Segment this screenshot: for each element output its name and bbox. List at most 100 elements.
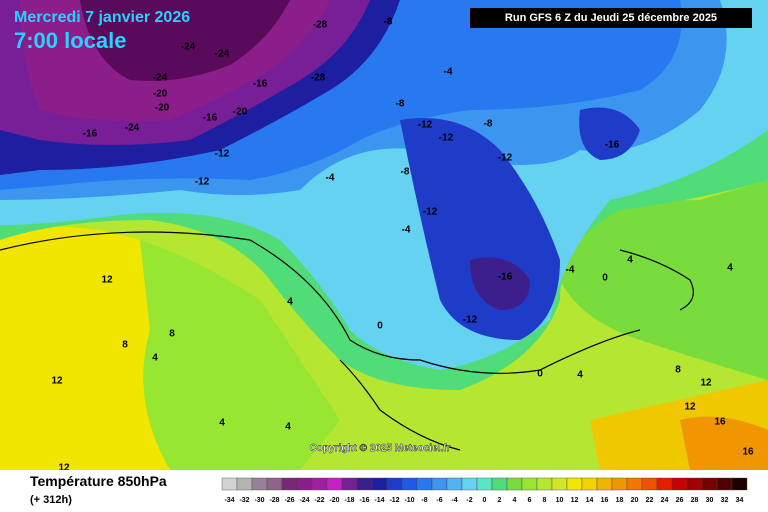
subtitle: 7:00 locale: [14, 28, 127, 53]
contour-label: 4: [727, 263, 733, 274]
scale-swatch: [641, 477, 658, 491]
scale-swatch: [566, 477, 583, 491]
scale-label: -24: [299, 497, 309, 504]
scale-label: -8: [421, 497, 427, 504]
scale-swatch: [371, 477, 388, 491]
contour-label: -8: [401, 167, 410, 178]
contour-label: -20: [233, 107, 248, 118]
contour-label: 4: [152, 353, 158, 364]
scale-swatch: [656, 477, 673, 491]
scale-label: -6: [436, 497, 442, 504]
contour-label: -16: [498, 272, 513, 283]
contour-label: -24: [125, 123, 140, 134]
contour-label: -16: [203, 113, 218, 124]
scale-swatch: [581, 477, 598, 491]
scale-label: 2: [498, 497, 502, 504]
scale-swatch: [476, 477, 493, 491]
scale-label: -2: [466, 497, 472, 504]
contour-label: 12: [684, 402, 696, 413]
scale-label: 28: [691, 497, 699, 504]
contour-label: -4: [402, 225, 411, 236]
scale-swatch: [356, 477, 373, 491]
scale-swatch: [401, 477, 418, 491]
scale-swatch: [716, 477, 733, 491]
contour-label: -12: [463, 315, 478, 326]
contour-label: 4: [287, 297, 293, 308]
scale-label: -18: [344, 497, 354, 504]
contour-label: 4: [219, 418, 225, 429]
contour-label: 4: [627, 255, 633, 266]
scale-swatch: [251, 477, 268, 491]
contour-label: -4: [326, 173, 335, 184]
scale-label: -34: [224, 497, 234, 504]
scale-swatch: [296, 477, 313, 491]
scale-swatch: [701, 477, 718, 491]
scale-label: 14: [586, 497, 594, 504]
contour-label: 8: [675, 365, 681, 376]
coastlines: [0, 231, 694, 451]
scale-label: 22: [646, 497, 654, 504]
scale-label: 0: [483, 497, 487, 504]
contour-label: -12: [195, 177, 210, 188]
scale-label: -4: [451, 497, 457, 504]
scale-label: -26: [284, 497, 294, 504]
contour-label: -28: [311, 73, 326, 84]
contour-label: -8: [384, 17, 393, 28]
contour-label: -16: [253, 79, 268, 90]
contour-label: 12: [700, 378, 712, 389]
scale-label: -10: [404, 497, 414, 504]
copyright: Copyright © 2025 Meteociel.fr: [310, 443, 451, 454]
legend-title: Température 850hPa: [30, 473, 167, 489]
scale-label: 8: [543, 497, 547, 504]
scale-swatch: [611, 477, 628, 491]
scale-label: 32: [721, 497, 729, 504]
title: Mercredi 7 janvier 2026: [14, 9, 190, 26]
scale-swatch: [461, 477, 478, 491]
scale-label: -30: [254, 497, 264, 504]
scale-label: -28: [269, 497, 279, 504]
contour-label: -20: [155, 103, 170, 114]
contour-label: -20: [153, 89, 168, 100]
contour-label: -8: [484, 119, 493, 130]
scale-swatch: [731, 477, 748, 491]
contour-label: 12: [58, 463, 70, 474]
contour-label: -12: [215, 149, 230, 160]
scale-label: 30: [706, 497, 714, 504]
scale-label: 16: [601, 497, 609, 504]
contour-label: -24: [181, 42, 196, 53]
scale-label: 6: [528, 497, 532, 504]
contour-label: 8: [122, 340, 128, 351]
contour-label: 0: [377, 321, 383, 332]
scale-label: -14: [374, 497, 384, 504]
scale-label: -20: [329, 497, 339, 504]
scale-swatch: [221, 477, 238, 491]
contour-label: -4: [444, 67, 453, 78]
legend-lead: (+ 312h): [30, 494, 72, 506]
scale-label: 20: [631, 497, 639, 504]
legend-bar: [0, 470, 768, 512]
contour-label: 4: [285, 422, 291, 433]
scale-label: 26: [676, 497, 684, 504]
contour-label: -4: [566, 265, 575, 276]
scale-swatch: [281, 477, 298, 491]
scale-label: -22: [314, 497, 324, 504]
scale-swatch: [266, 477, 283, 491]
run-box: [470, 8, 752, 28]
contour-label: -12: [439, 133, 454, 144]
contour-label: -12: [423, 207, 438, 218]
scale-label: -16: [359, 497, 369, 504]
scale-swatch: [536, 477, 553, 491]
scale-swatch: [386, 477, 403, 491]
contour-label: -16: [605, 140, 620, 151]
scale-label: 18: [616, 497, 624, 504]
contour-label: -12: [418, 120, 433, 131]
contour-label: -28: [313, 20, 328, 31]
contour-label: 0: [602, 273, 608, 284]
scale-label: -32: [239, 497, 249, 504]
contour-label: -8: [396, 99, 405, 110]
scale-swatch: [236, 477, 253, 491]
scale-label: 34: [736, 497, 744, 504]
contour-label: 4: [577, 370, 583, 381]
scale-swatch: [551, 477, 568, 491]
scale-swatch: [311, 477, 328, 491]
